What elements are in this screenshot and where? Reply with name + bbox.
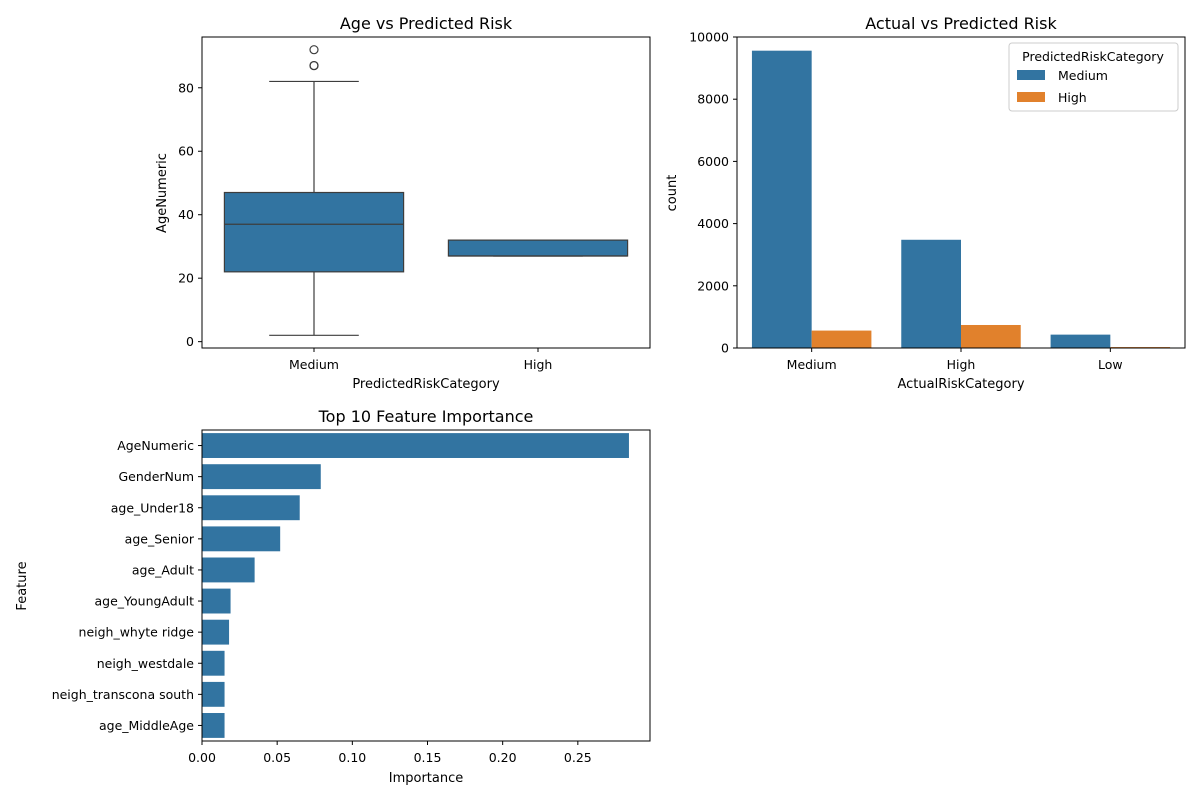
chart3-bar-age-youngadult — [202, 588, 231, 614]
chart3-ytick-label-neigh-transcona-south: neigh_transcona south — [52, 687, 194, 702]
chart2-bar-medium-high — [811, 330, 872, 348]
chart3-axes-frame — [201, 429, 651, 742]
chart1-ylabel: AgeNumeric — [155, 153, 170, 233]
legend-title: PredictedRiskCategory — [1022, 49, 1164, 64]
chart1-xtick-label-high: High — [524, 357, 553, 372]
chart1-axes-frame — [201, 36, 651, 349]
chart3-bar-neigh-westdale — [202, 650, 225, 676]
chart2-ytick-label: 4000 — [697, 216, 729, 231]
legend-label-medium: Medium — [1058, 68, 1108, 83]
chart3-ytick-label-age-youngadult: age_YoungAdult — [95, 594, 195, 609]
chart3-ytick-label-age-senior: age_Senior — [125, 531, 195, 546]
chart2-xtick-label-low: Low — [1098, 357, 1123, 372]
chart2-ytick-label: 2000 — [697, 278, 729, 293]
chart3-bar-age-senior — [202, 526, 281, 552]
chart1-ytick-label: 80 — [178, 80, 194, 95]
chart1-box-high — [447, 239, 629, 257]
chart2-xtick-label-medium: Medium — [787, 357, 837, 372]
chart2-bar-low-medium — [1050, 334, 1111, 348]
chart3-ytick-label-age-under18: age_Under18 — [111, 500, 194, 515]
chart3-xtick-label: 0.25 — [564, 750, 592, 765]
chart1-ytick-label: 0 — [186, 334, 194, 349]
chart1-title: Age vs Predicted Risk — [340, 14, 513, 33]
chart1-xtick-label-medium: Medium — [289, 357, 339, 372]
chart3-ylabel: Feature — [15, 561, 30, 610]
age-vs-risk-boxplot: Age vs Predicted Risk PredictedRiskCateg… — [155, 14, 651, 392]
chart2-xtick-label-high: High — [947, 357, 976, 372]
chart3-xlabel: Importance — [389, 771, 464, 786]
chart1-ytick-label: 40 — [178, 207, 194, 222]
chart1-outlier-medium — [309, 45, 319, 55]
chart2-bar-medium-medium — [751, 50, 812, 349]
chart3-bar-age-middleage — [202, 713, 225, 738]
legend-label-high: High — [1058, 90, 1087, 105]
chart3-xtick-label: 0.15 — [414, 750, 442, 765]
chart1-xlabel: PredictedRiskCategory — [352, 377, 500, 392]
chart3-bar-agenumeric — [202, 433, 629, 458]
chart3-ytick-label-gendernum: GenderNum — [118, 469, 194, 484]
chart2-axes-frame — [736, 36, 1186, 349]
chart2-bar-high-high — [961, 324, 1021, 348]
chart2-title: Actual vs Predicted Risk — [865, 14, 1057, 33]
chart2-ytick-label: 10000 — [689, 30, 729, 45]
chart2-xlabel: ActualRiskCategory — [897, 377, 1024, 392]
legend-frame — [1008, 42, 1179, 112]
chart3-title: Top 10 Feature Importance — [318, 407, 534, 426]
chart1-box-medium — [223, 191, 405, 273]
chart3-bar-age-adult — [202, 557, 255, 583]
chart3-xtick-label: 0.10 — [338, 750, 366, 765]
chart1-outlier-medium — [309, 60, 319, 71]
chart3-ytick-label-age-middleage: age_MiddleAge — [99, 718, 194, 733]
legend-swatch-medium — [1017, 70, 1045, 80]
chart3-ytick-label-neigh-westdale: neigh_westdale — [97, 656, 195, 671]
chart3-bar-age-under18 — [202, 495, 300, 521]
chart3-bar-neigh-transcona-south — [202, 681, 225, 707]
chart3-bar-gendernum — [202, 464, 321, 490]
chart2-ytick-label: 8000 — [697, 92, 729, 107]
actual-vs-predicted-barchart: Actual vs Predicted Risk ActualRiskCateg… — [665, 14, 1186, 392]
chart3-ytick-label-age-adult: age_Adult — [132, 562, 194, 577]
chart3-ytick-label-agenumeric: AgeNumeric — [117, 438, 194, 453]
feature-importance-barchart: Top 10 Feature Importance Importance Fea… — [15, 407, 651, 786]
chart3-ytick-label-neigh-whyte-ridge: neigh_whyte ridge — [79, 625, 195, 640]
chart2-legend: PredictedRiskCategory Medium High — [1008, 42, 1179, 112]
chart2-ytick-label: 0 — [721, 341, 729, 356]
legend-swatch-high — [1017, 92, 1045, 102]
chart1-ytick-label: 60 — [178, 144, 194, 159]
chart3-xtick-label: 0.05 — [263, 750, 291, 765]
chart3-bar-neigh-whyte-ridge — [202, 619, 230, 645]
chart3-xtick-label: 0.00 — [188, 750, 216, 765]
chart1-ytick-label: 20 — [178, 271, 194, 286]
chart2-ytick-label: 6000 — [697, 154, 729, 169]
chart2-ylabel: count — [665, 175, 680, 212]
chart2-bar-high-medium — [901, 239, 961, 348]
chart3-xtick-label: 0.20 — [489, 750, 517, 765]
